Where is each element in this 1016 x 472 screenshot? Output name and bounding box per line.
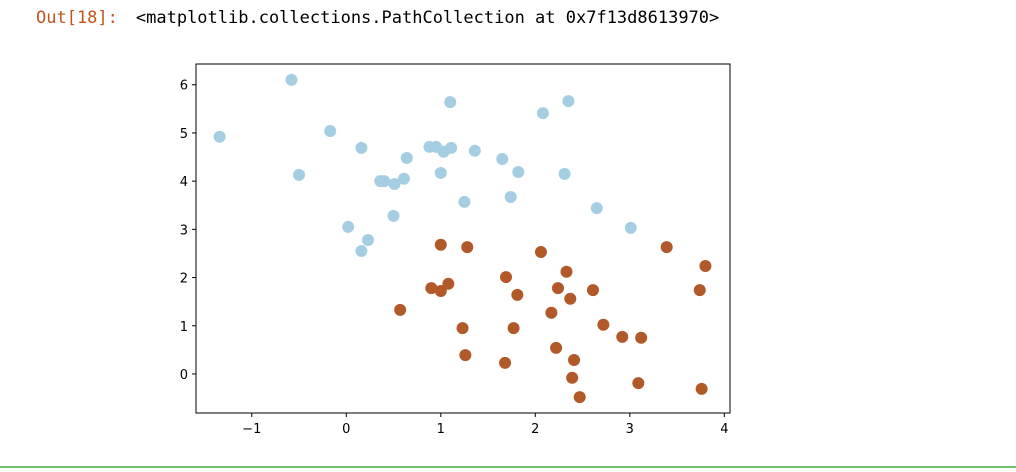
point xyxy=(468,144,481,157)
point xyxy=(293,168,306,181)
point xyxy=(534,245,547,258)
point xyxy=(434,238,447,251)
point xyxy=(456,322,469,335)
point xyxy=(511,288,524,301)
x-tick-label: 3 xyxy=(626,422,634,437)
point xyxy=(400,151,413,164)
point xyxy=(388,178,401,191)
point xyxy=(387,209,400,222)
point xyxy=(342,220,355,233)
point xyxy=(545,306,558,319)
point xyxy=(693,284,706,297)
x-tick-label: −1 xyxy=(242,422,261,437)
point xyxy=(504,191,517,204)
point xyxy=(394,303,407,316)
point xyxy=(566,371,579,384)
point xyxy=(397,172,410,185)
point xyxy=(550,341,563,354)
out-prompt: Out[18]: xyxy=(36,8,118,28)
point xyxy=(586,284,599,297)
y-tick-label: 2 xyxy=(180,272,188,287)
y-tick-label: 0 xyxy=(180,368,188,383)
point xyxy=(355,141,368,154)
point xyxy=(500,271,513,284)
point xyxy=(616,330,629,343)
y-tick-label: 3 xyxy=(180,223,188,238)
point xyxy=(425,282,438,295)
point xyxy=(660,241,673,254)
point xyxy=(573,391,586,404)
point xyxy=(632,377,645,390)
output-line: Out[18]: <matplotlib.collections.PathColl… xyxy=(36,8,719,28)
point xyxy=(597,318,610,331)
point xyxy=(444,96,457,109)
point xyxy=(461,241,474,254)
point xyxy=(551,282,564,295)
point xyxy=(512,165,525,178)
point xyxy=(324,125,337,138)
point xyxy=(378,175,391,188)
point xyxy=(213,130,226,143)
x-tick-label: 2 xyxy=(531,422,539,437)
point xyxy=(562,95,575,108)
x-tick-label: 0 xyxy=(342,422,350,437)
point xyxy=(558,167,571,180)
point xyxy=(355,245,368,258)
y-tick-label: 6 xyxy=(180,79,188,94)
point xyxy=(590,202,603,215)
point xyxy=(568,353,581,366)
x-tick-label: 1 xyxy=(437,422,445,437)
point xyxy=(560,265,573,278)
point xyxy=(285,73,298,86)
point xyxy=(434,166,447,179)
point xyxy=(499,356,512,369)
point xyxy=(459,349,472,362)
point xyxy=(458,195,471,208)
y-tick-label: 1 xyxy=(180,320,188,335)
point xyxy=(536,107,549,120)
output-text: <matplotlib.collections.PathCollection a… xyxy=(135,8,720,28)
point xyxy=(699,259,712,272)
y-tick-label: 5 xyxy=(180,127,188,142)
point xyxy=(624,221,637,234)
x-tick-label: 4 xyxy=(720,422,728,437)
point xyxy=(445,141,458,154)
point xyxy=(362,233,375,246)
y-tick-label: 4 xyxy=(180,175,188,190)
point xyxy=(442,277,455,290)
point xyxy=(434,285,447,298)
point xyxy=(507,322,520,335)
point xyxy=(496,152,509,165)
point xyxy=(695,382,708,395)
axes-frame xyxy=(195,63,731,414)
point xyxy=(635,331,648,344)
point xyxy=(564,292,577,305)
